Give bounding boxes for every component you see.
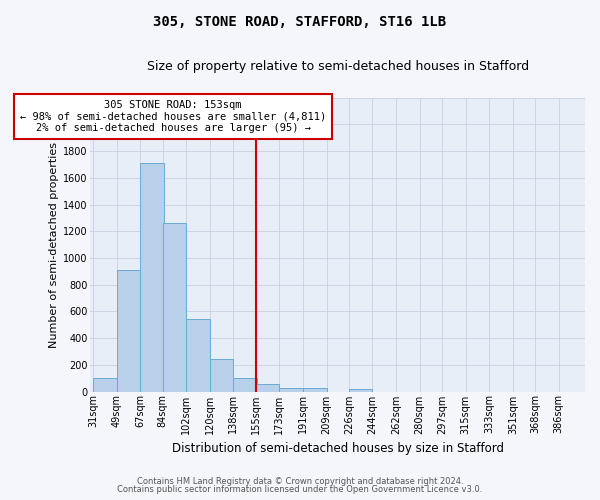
Y-axis label: Number of semi-detached properties: Number of semi-detached properties (49, 142, 59, 348)
Title: Size of property relative to semi-detached houses in Stafford: Size of property relative to semi-detach… (146, 60, 529, 73)
Bar (210, 359, 233, 392)
Bar (163, 224, 186, 392)
Bar (186, 320, 210, 392)
Text: Contains HM Land Registry data © Crown copyright and database right 2024.: Contains HM Land Registry data © Crown c… (137, 477, 463, 486)
Bar (93, 378, 116, 392)
Bar (140, 163, 164, 392)
Text: 305, STONE ROAD, STAFFORD, ST16 1LB: 305, STONE ROAD, STAFFORD, ST16 1LB (154, 15, 446, 29)
Bar (116, 270, 140, 392)
Bar (233, 378, 257, 392)
Bar (256, 384, 280, 392)
Bar (280, 388, 303, 392)
Text: Contains public sector information licensed under the Open Government Licence v3: Contains public sector information licen… (118, 484, 482, 494)
X-axis label: Distribution of semi-detached houses by size in Stafford: Distribution of semi-detached houses by … (172, 442, 504, 455)
Bar (303, 388, 326, 392)
Bar (349, 389, 373, 392)
Text: 305 STONE ROAD: 153sqm
← 98% of semi-detached houses are smaller (4,811)
2% of s: 305 STONE ROAD: 153sqm ← 98% of semi-det… (20, 100, 326, 133)
